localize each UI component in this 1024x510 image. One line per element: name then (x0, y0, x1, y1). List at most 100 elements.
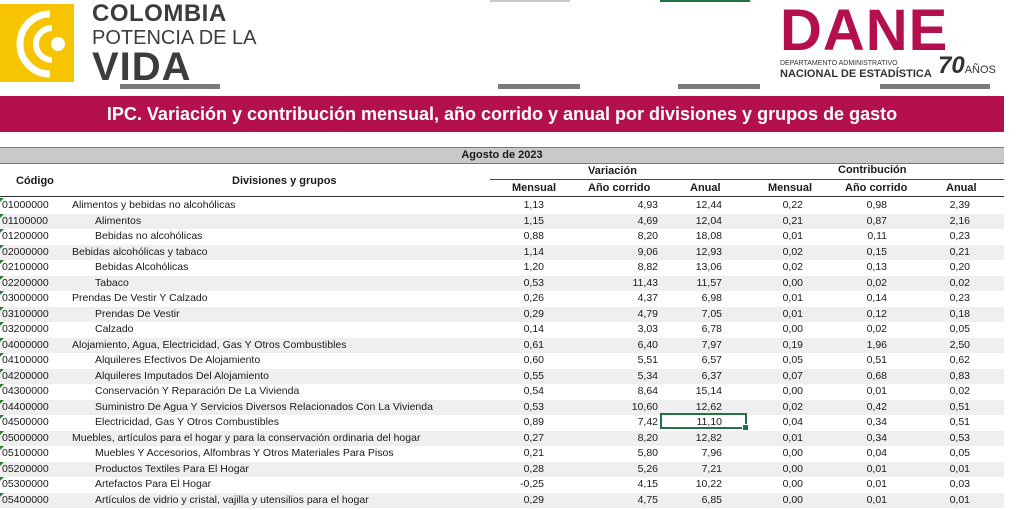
var-ano-corrido-value[interactable]: 8,20 (637, 230, 658, 242)
con-ano-corrido-value[interactable]: 0,14 (866, 292, 887, 304)
var-anual-value[interactable]: 13,06 (695, 261, 722, 273)
row-name[interactable]: Bebidas alcohólicas y tabaco (72, 245, 208, 258)
var-mensual-value[interactable]: 0,29 (523, 493, 544, 506)
row-code[interactable]: 04500000 (2, 416, 49, 428)
table-row[interactable]: 03200000 Calzado 0,14 3,03 6,78 0,00 0,02 0,05 (0, 322, 1004, 338)
con-anual-value[interactable]: 0,05 (949, 447, 970, 459)
con-anual-value[interactable]: 0,03 (949, 478, 970, 490)
var-anual-value[interactable]: 12,04 (695, 214, 722, 227)
row-code[interactable]: 03000000 (2, 292, 49, 304)
con-anual-value[interactable]: 0,23 (949, 230, 970, 242)
con-ano-corrido-value[interactable]: 0,42 (866, 400, 887, 413)
var-ano-corrido-value[interactable]: 4,15 (637, 478, 658, 490)
con-ano-corrido-value[interactable]: 0,04 (866, 447, 887, 459)
con-ano-corrido-value[interactable]: 0,01 (866, 385, 887, 397)
con-anual-value[interactable]: 0,51 (949, 416, 970, 428)
var-ano-corrido-value[interactable]: 6,40 (637, 338, 658, 351)
table-row[interactable]: 04300000 Conservación Y Reparación De La … (0, 384, 1004, 400)
con-anual-value[interactable]: 0,18 (949, 307, 970, 320)
row-code[interactable]: 05300000 (2, 478, 49, 490)
con-ano-corrido-value[interactable]: 0,13 (866, 261, 887, 273)
row-code[interactable]: 05400000 (2, 493, 49, 506)
var-mensual-value[interactable]: 0,29 (523, 307, 544, 320)
var-mensual-value[interactable]: 0,54 (523, 385, 544, 397)
row-name[interactable]: Prendas De Vestir (95, 307, 180, 320)
con-mensual-value[interactable]: 0,00 (782, 493, 803, 506)
con-ano-corrido-value[interactable]: 0,87 (866, 214, 887, 227)
var-mensual-value[interactable]: 1,15 (523, 214, 544, 227)
con-anual-value[interactable]: 2,39 (949, 199, 970, 211)
var-ano-corrido-value[interactable]: 4,79 (637, 307, 658, 320)
table-row[interactable]: 02100000 Bebidas Alcohólicas 1,20 8,82 13,06… (0, 260, 1004, 276)
var-ano-corrido-value[interactable]: 10,60 (631, 400, 658, 413)
var-ano-corrido-value[interactable]: 4,69 (637, 214, 658, 227)
var-mensual-value[interactable]: 0,53 (523, 276, 544, 289)
var-anual-value[interactable]: 6,78 (701, 323, 722, 335)
var-anual-value[interactable]: 6,57 (701, 354, 722, 366)
var-anual-value[interactable]: 6,85 (701, 493, 722, 506)
var-mensual-value[interactable]: 0,53 (523, 400, 544, 413)
row-name[interactable]: Conservación Y Reparación De La Vivienda (95, 385, 300, 397)
var-anual-value[interactable]: 15,14 (695, 385, 722, 397)
con-anual-value[interactable]: 0,02 (949, 385, 970, 397)
var-ano-corrido-value[interactable]: 8,64 (637, 385, 658, 397)
con-mensual-value[interactable]: 0,22 (782, 199, 803, 211)
row-name[interactable]: Prendas De Vestir Y Calzado (72, 292, 208, 304)
con-mensual-value[interactable]: 0,02 (782, 400, 803, 413)
con-anual-value[interactable]: 2,16 (949, 214, 970, 227)
var-anual-value[interactable]: 12,82 (695, 431, 722, 444)
var-anual-value[interactable]: 12,44 (695, 199, 722, 211)
var-ano-corrido-value[interactable]: 11,43 (632, 276, 659, 289)
table-row[interactable]: 04400000 Suministro De Agua Y Servicios D… (0, 399, 1004, 415)
var-anual-value[interactable]: 11,10 (696, 416, 723, 428)
row-code[interactable]: 03100000 (2, 307, 49, 320)
row-name[interactable]: Alojamiento, Agua, Electricidad, Gas Y O… (72, 338, 347, 351)
con-mensual-value[interactable]: 0,00 (782, 323, 803, 335)
row-name[interactable]: Muebles, artículos para el hogar y para … (72, 431, 421, 444)
row-name[interactable]: Alquileres Efectivos De Alojamiento (95, 354, 261, 366)
var-anual-value[interactable]: 6,37 (701, 369, 722, 382)
row-code[interactable]: 02200000 (2, 276, 49, 289)
table-row[interactable]: 03000000 Prendas De Vestir Y Calzado 0,26 4… (0, 291, 1004, 307)
var-ano-corrido-value[interactable]: 5,34 (637, 369, 658, 382)
var-mensual-value[interactable]: 0,55 (523, 369, 544, 382)
con-anual-value[interactable]: 0,23 (949, 292, 970, 304)
table-row[interactable]: 05200000 Productos Textiles Para El Hogar… (0, 461, 1004, 477)
con-anual-value[interactable]: 0,53 (949, 431, 970, 444)
row-name[interactable]: Alimentos (95, 214, 142, 227)
var-ano-corrido-value[interactable]: 4,75 (637, 493, 658, 506)
row-name[interactable]: Electricidad, Gas Y Otros Combustibles (95, 416, 280, 428)
con-mensual-value[interactable]: 0,00 (782, 447, 803, 459)
row-name[interactable]: Productos Textiles Para El Hogar (95, 462, 249, 475)
var-ano-corrido-value[interactable]: 5,51 (637, 354, 658, 366)
con-mensual-value[interactable]: 0,02 (782, 245, 803, 258)
con-ano-corrido-value[interactable]: 0,12 (866, 307, 887, 320)
var-ano-corrido-value[interactable]: 3,03 (637, 323, 658, 335)
var-mensual-value[interactable]: 0,14 (523, 323, 544, 335)
con-mensual-value[interactable]: 0,01 (782, 292, 803, 304)
con-mensual-value[interactable]: 0,05 (782, 354, 803, 366)
con-mensual-value[interactable]: 0,21 (782, 214, 803, 227)
con-mensual-value[interactable]: 0,01 (782, 230, 803, 242)
table-row[interactable]: 03100000 Prendas De Vestir 0,29 4,79 7,05 0,0… (0, 306, 1004, 322)
var-mensual-value[interactable]: 0,21 (523, 447, 544, 459)
con-mensual-value[interactable]: 0,00 (782, 385, 803, 397)
con-mensual-value[interactable]: 0,00 (782, 478, 803, 490)
con-mensual-value[interactable]: 0,04 (782, 416, 803, 428)
var-mensual-value[interactable]: 1,13 (523, 199, 544, 211)
var-anual-value[interactable]: 7,96 (701, 447, 722, 459)
table-row[interactable]: 01000000 Alimentos y bebidas no alcohólic… (0, 198, 1004, 214)
table-row[interactable]: 04000000 Alojamiento, Agua, Electricidad,… (0, 337, 1004, 353)
row-code[interactable]: 05100000 (2, 447, 49, 459)
var-anual-value[interactable]: 7,21 (701, 462, 722, 475)
row-code[interactable]: 01100000 (2, 214, 48, 227)
var-mensual-value[interactable]: 0,28 (523, 462, 544, 475)
row-code[interactable]: 05200000 (2, 462, 49, 475)
var-ano-corrido-value[interactable]: 8,82 (637, 261, 658, 273)
con-ano-corrido-value[interactable]: 1,96 (866, 338, 887, 351)
con-ano-corrido-value[interactable]: 0,11 (867, 230, 887, 242)
con-ano-corrido-value[interactable]: 0,34 (866, 431, 887, 444)
con-anual-value[interactable]: 0,05 (949, 323, 970, 335)
con-anual-value[interactable]: 2,50 (949, 338, 970, 351)
row-code[interactable]: 04300000 (2, 385, 49, 397)
